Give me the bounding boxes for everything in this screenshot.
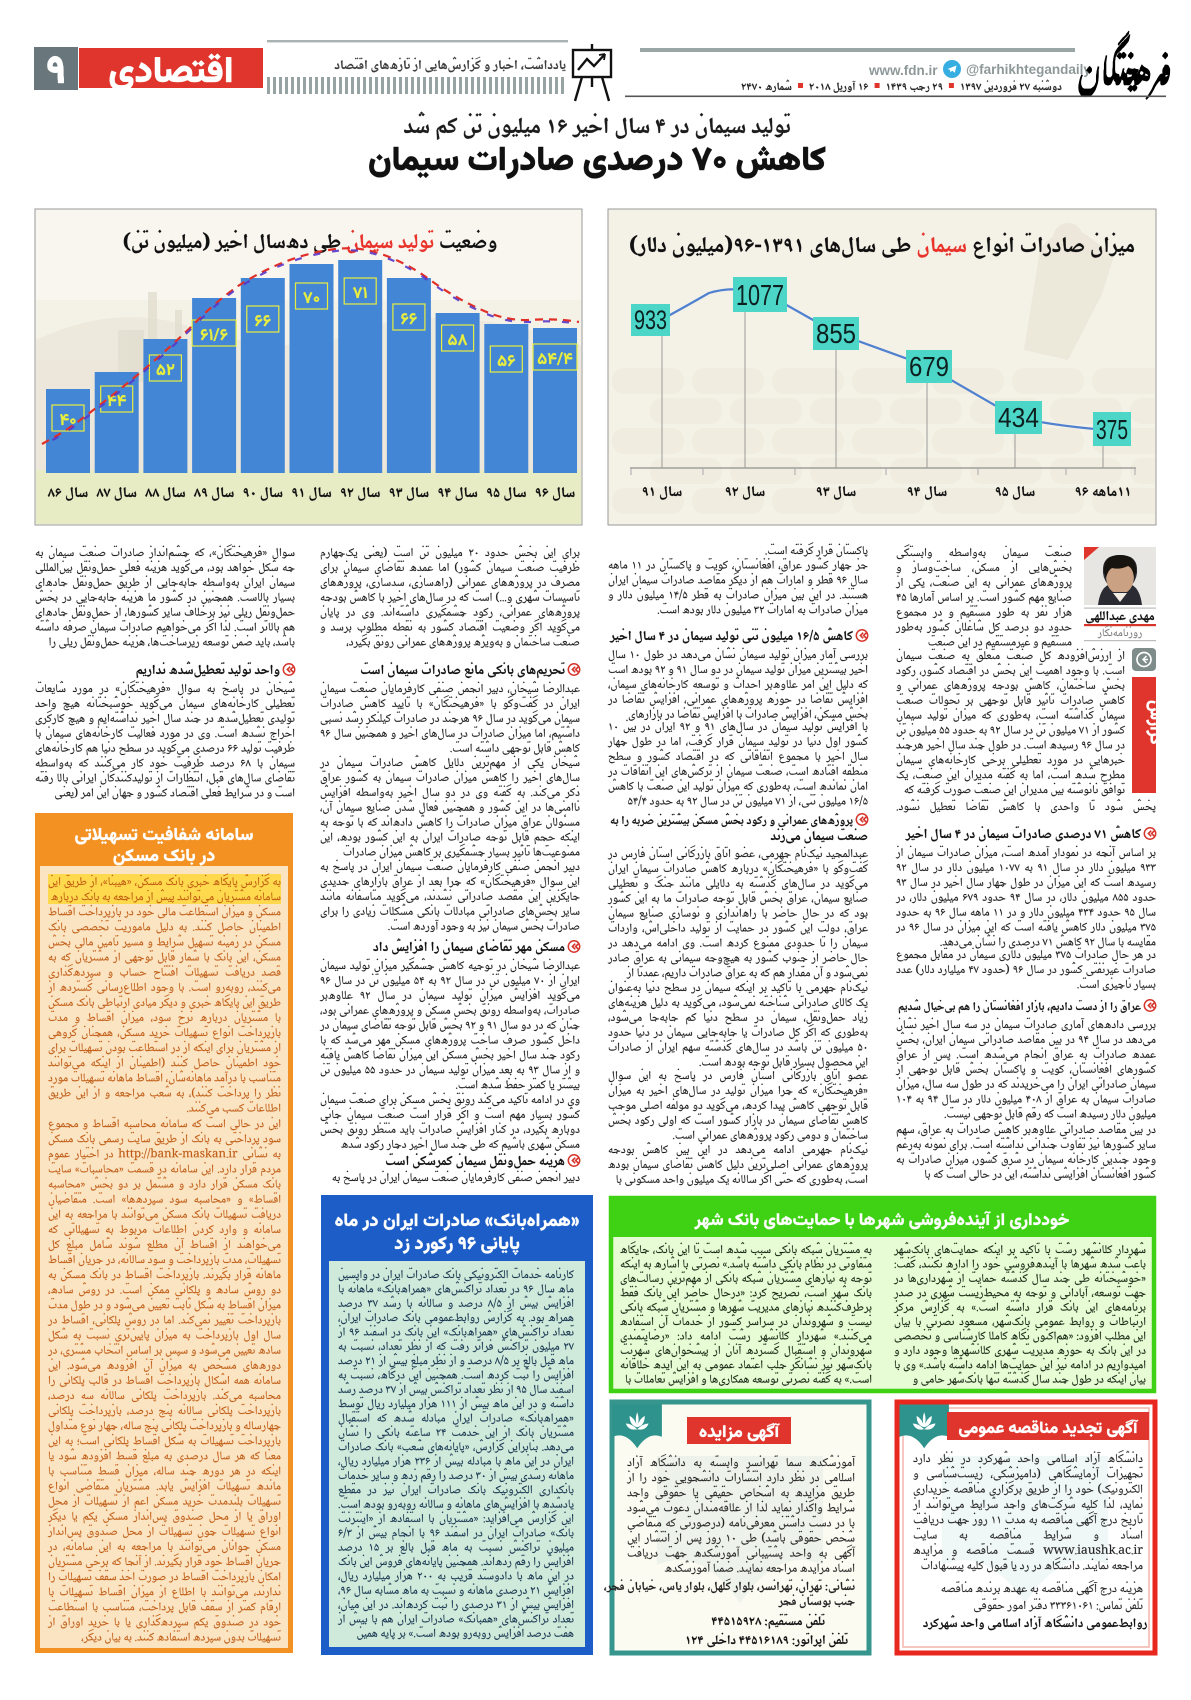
svg-text:679: 679	[909, 351, 949, 382]
svg-text:855: 855	[816, 318, 856, 349]
svg-text:@farhikhtegandaily: @farhikhtegandaily	[966, 62, 1091, 77]
svg-text:434: 434	[998, 402, 1039, 433]
svg-text:375: 375	[1096, 414, 1128, 445]
svg-text:1077: 1077	[736, 280, 784, 312]
svg-text:www.fdn.ir: www.fdn.ir	[868, 63, 938, 78]
svg-text:933: 933	[634, 305, 667, 335]
